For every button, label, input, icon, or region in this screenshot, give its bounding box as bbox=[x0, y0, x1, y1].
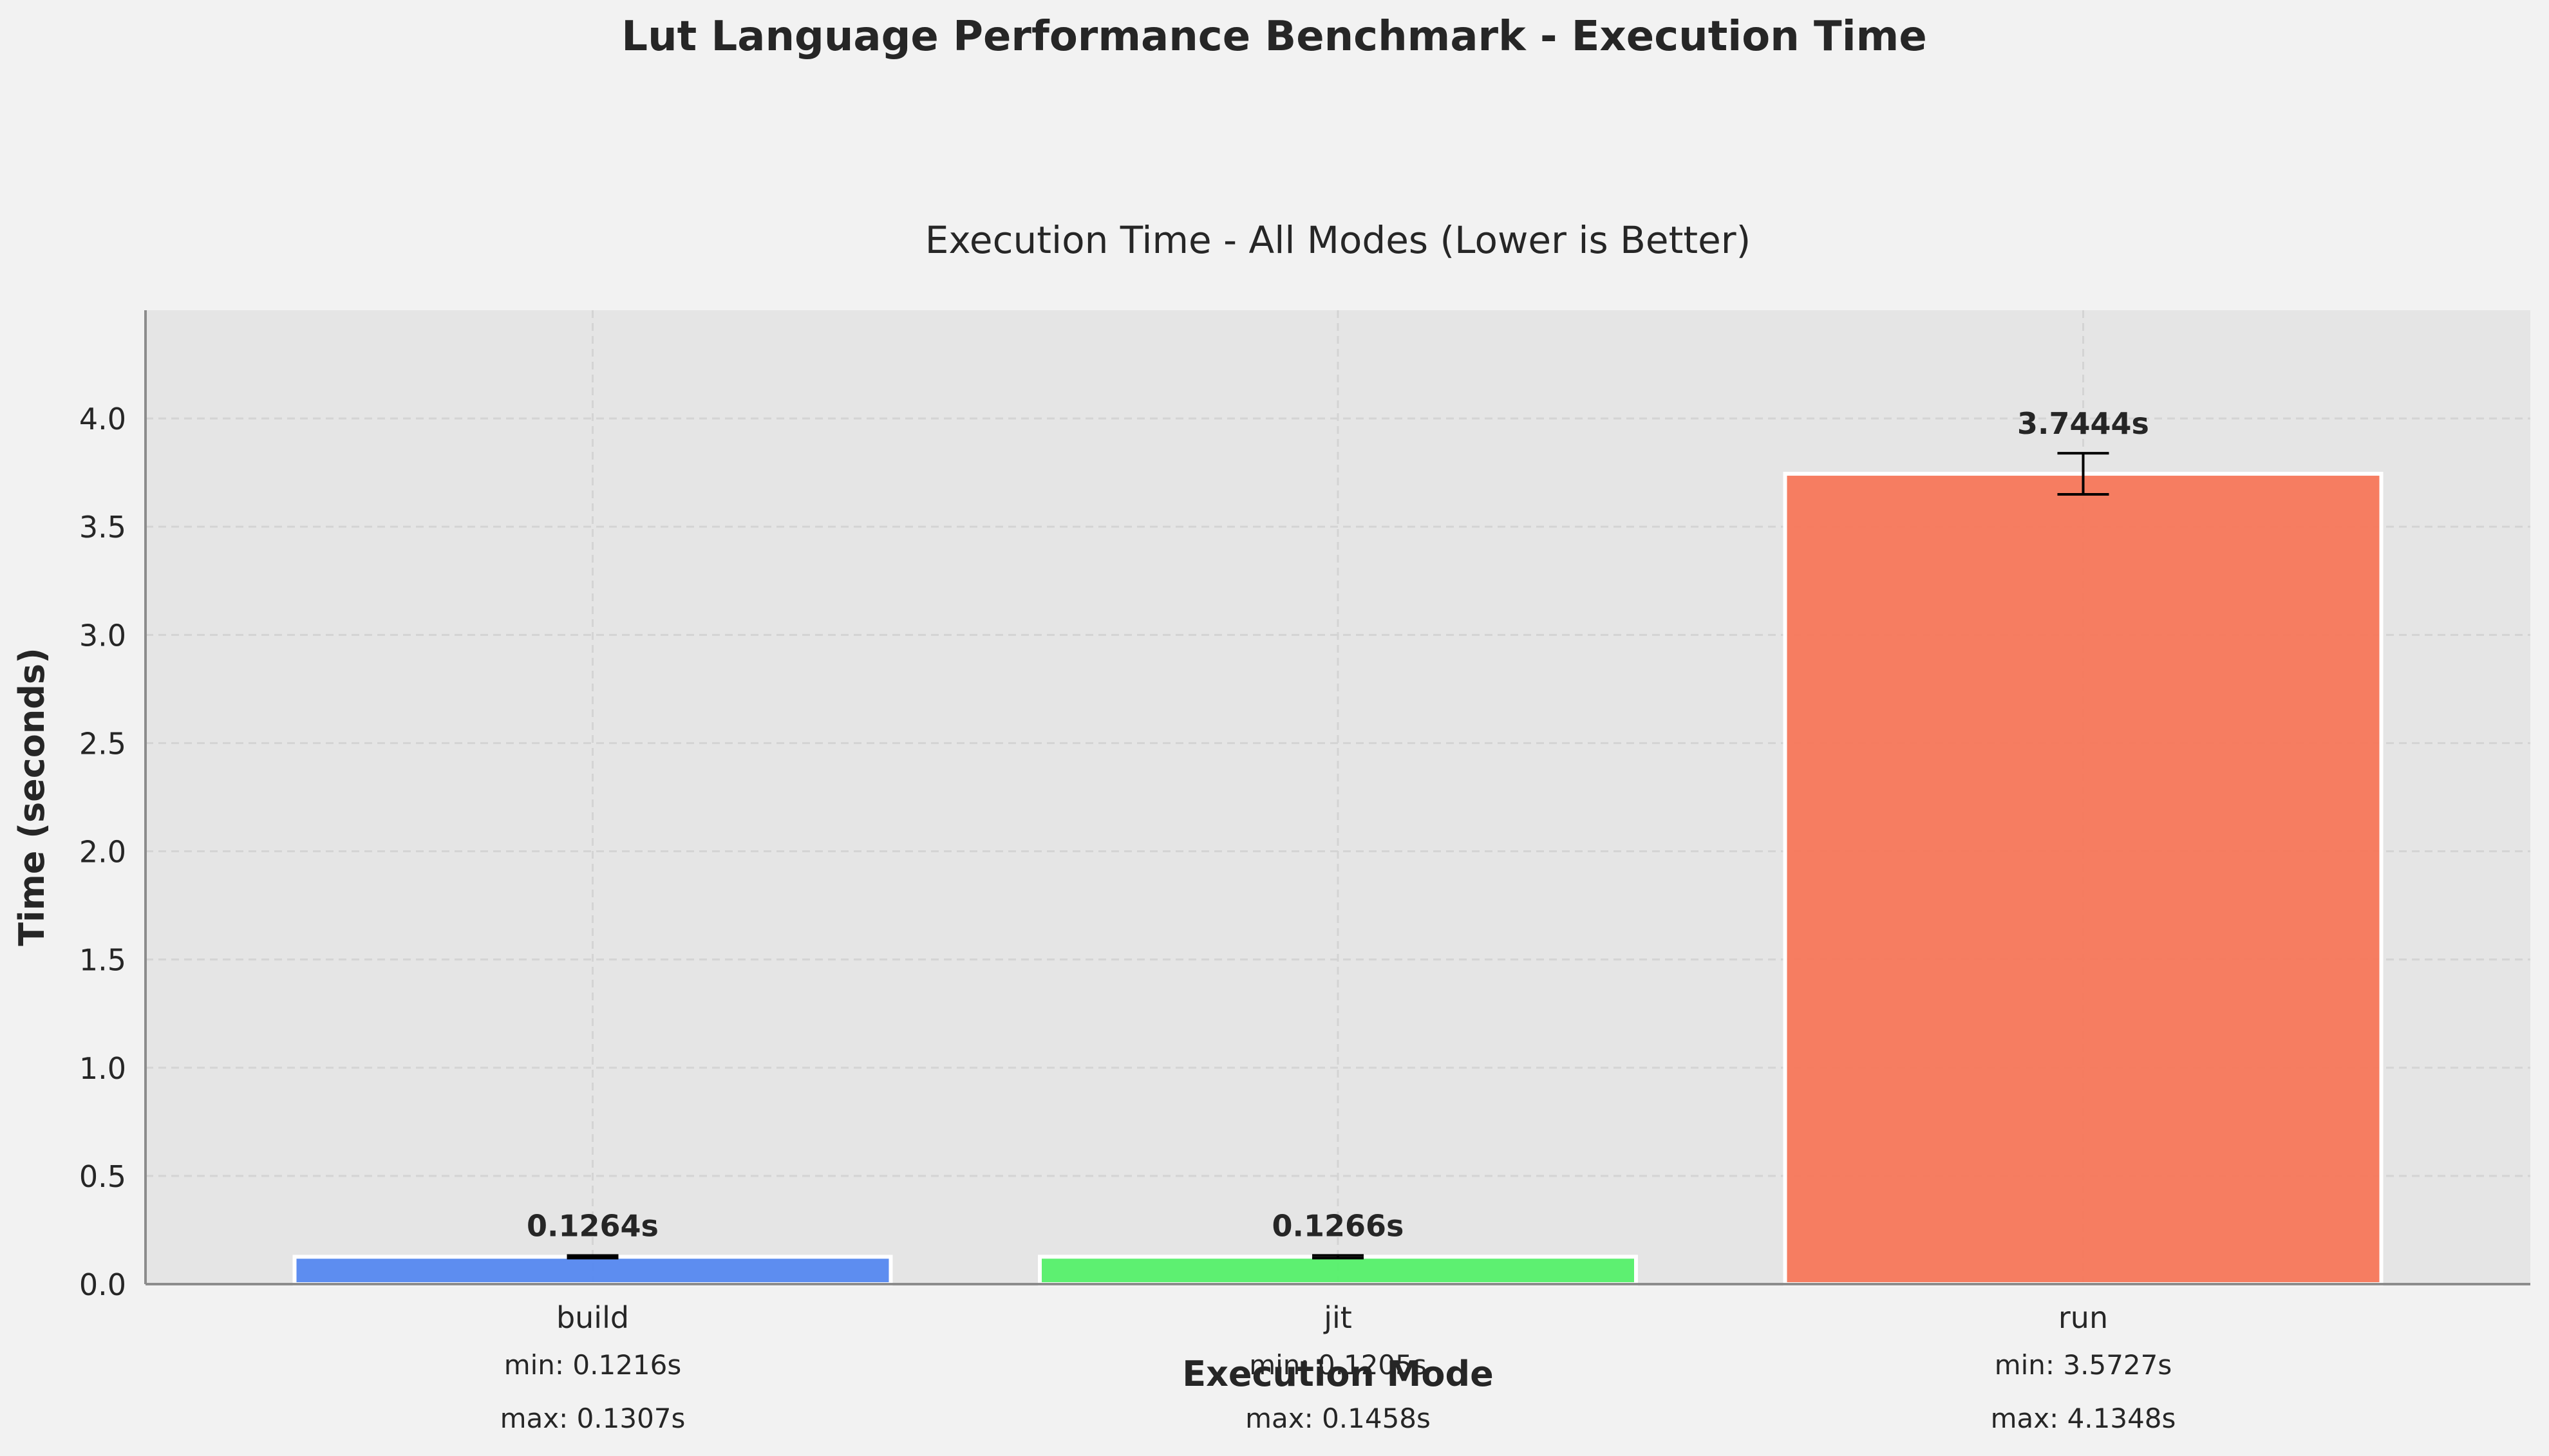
min-label-run: min: 3.5727s bbox=[1995, 1349, 2172, 1381]
chart-title: Execution Time - All Modes (Lower is Bet… bbox=[925, 218, 1751, 262]
value-label-build: 0.1264s bbox=[527, 1208, 659, 1243]
x-tick-label-build: build bbox=[556, 1300, 629, 1335]
min-label-jit: min: 0.1205s bbox=[1249, 1349, 1427, 1381]
value-label-jit: 0.1266s bbox=[1272, 1208, 1404, 1243]
y-tick-label: 3.5 bbox=[79, 510, 126, 545]
y-axis-label: Time (seconds) bbox=[12, 648, 52, 946]
x-tick-label-jit: jit bbox=[1323, 1300, 1352, 1335]
y-tick-label: 4.0 bbox=[79, 402, 126, 436]
min-label-build: min: 0.1216s bbox=[504, 1349, 682, 1381]
max-label-run: max: 4.1348s bbox=[1991, 1403, 2176, 1434]
y-tick-label: 1.5 bbox=[79, 943, 126, 978]
max-label-jit: max: 0.1458s bbox=[1245, 1403, 1431, 1434]
x-axis-label: Execution Mode bbox=[1182, 1354, 1494, 1394]
value-label-run: 3.7444s bbox=[2017, 406, 2149, 441]
x-tick-label-run: run bbox=[2058, 1300, 2108, 1335]
bar-run bbox=[1783, 472, 2384, 1286]
bar-build bbox=[292, 1255, 893, 1286]
plot-area: 0.0 0.5 1.0 1.5 2.0 2.5 3.0 3.5 4.0 0.1264s build m… bbox=[79, 310, 2530, 1434]
bar-jit bbox=[1038, 1255, 1638, 1287]
y-tick-label: 2.0 bbox=[79, 835, 126, 870]
y-tick-label: 0.5 bbox=[79, 1159, 126, 1194]
y-tick-label: 1.0 bbox=[79, 1051, 126, 1086]
y-tick-label: 2.5 bbox=[79, 726, 126, 761]
y-tick-label: 0.0 bbox=[79, 1267, 126, 1302]
y-tick-label: 3.0 bbox=[79, 618, 126, 653]
max-label-build: max: 0.1307s bbox=[500, 1403, 686, 1434]
chart-suptitle: Lut Language Performance Benchmark - Exe… bbox=[621, 13, 1926, 61]
